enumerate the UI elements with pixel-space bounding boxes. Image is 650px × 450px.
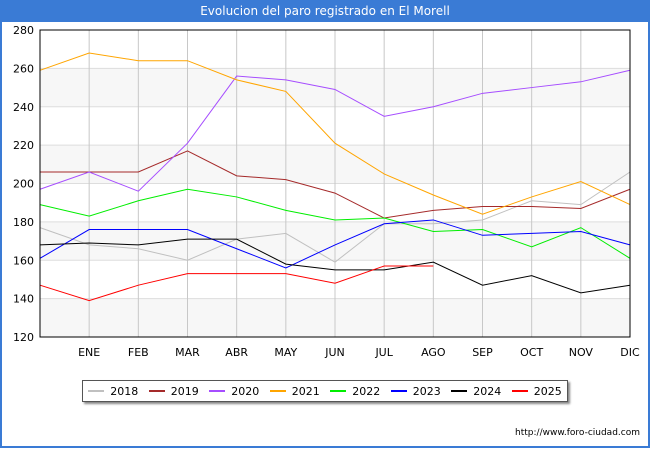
legend-swatch <box>88 390 105 392</box>
x-tick-label: JUL <box>374 346 393 359</box>
legend-item-2022: 2022 <box>330 385 380 398</box>
legend-item-2018: 2018 <box>88 385 138 398</box>
series-line-2021 <box>39 52 631 215</box>
legend-item-2020: 2020 <box>209 385 259 398</box>
x-tick-label: NOV <box>569 346 594 359</box>
legend-swatch <box>209 390 226 392</box>
y-tick-label: 160 <box>13 254 34 267</box>
chart-title: Evolucion del paro registrado en El More… <box>0 0 650 22</box>
x-tick-label: JUN <box>324 346 345 359</box>
legend-item-2023: 2023 <box>390 384 441 398</box>
legend: 2018 2019 2020 2021 2022 2023 2024 2025 <box>82 380 568 402</box>
legend-label: 2024 <box>473 384 502 398</box>
y-tick-label: 140 <box>13 293 34 306</box>
series-line-2018 <box>39 171 631 263</box>
legend-label: 2020 <box>231 384 260 398</box>
source-url: http://www.foro-ciudad.com <box>515 428 640 438</box>
x-tick-label: OCT <box>520 346 543 359</box>
legend-swatch <box>451 390 468 392</box>
line-chart: 120 140 160 180 200 220 240 260 280 ENE FEB MAR ABR M… <box>13 24 640 359</box>
legend-item-2019: 2019 <box>148 384 199 398</box>
legend-label: 2025 <box>533 384 562 398</box>
legend-item-2025: 2025 <box>511 384 562 398</box>
legend-label: 2023 <box>412 384 441 398</box>
legend-label: 2021 <box>291 384 320 398</box>
x-tick-label: ENE <box>78 346 100 359</box>
x-tick-label: ABR <box>225 346 248 359</box>
series-line-2019 <box>40 150 631 219</box>
series-line-2023 <box>39 219 631 269</box>
legend-swatch <box>511 390 528 392</box>
x-tick-label: DIC <box>620 346 640 359</box>
series-line-2022 <box>39 188 631 259</box>
x-tick-label: SEP <box>472 346 493 359</box>
y-tick-label: 200 <box>13 178 34 191</box>
legend-item-2021: 2021 <box>269 384 320 398</box>
plot-border <box>39 29 631 338</box>
legend-swatch <box>148 390 165 392</box>
series-line-2024 <box>39 238 631 294</box>
y-tick-label: 260 <box>13 62 34 75</box>
x-tick-label: MAR <box>175 346 200 359</box>
y-tick-label: 180 <box>13 216 34 229</box>
series-line-2025 <box>39 265 434 302</box>
x-tick-label: FEB <box>128 346 149 359</box>
x-tick-label: MAY <box>274 346 297 359</box>
legend-label: 2019 <box>170 384 199 398</box>
series-line-2020 <box>39 69 631 192</box>
x-tick-label: AGO <box>421 346 446 359</box>
legend-label: 2022 <box>352 384 381 398</box>
y-tick-label: 240 <box>13 101 34 114</box>
legend-label: 2018 <box>110 384 139 398</box>
legend-swatch <box>269 390 286 392</box>
y-tick-label: 220 <box>13 139 34 152</box>
legend-item-2024: 2024 <box>451 385 501 398</box>
y-tick-label: 280 <box>13 24 34 37</box>
legend-swatch <box>390 390 407 392</box>
y-tick-label: 120 <box>13 331 34 344</box>
legend-swatch <box>330 390 347 392</box>
